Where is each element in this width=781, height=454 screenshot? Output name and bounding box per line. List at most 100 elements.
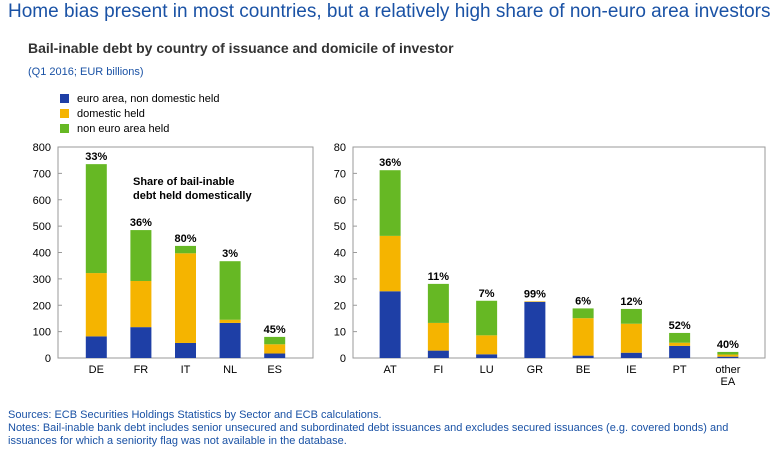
panel-1-ytick-label-0: 0 <box>45 353 51 365</box>
bar-other-ea-non-euro-area-held <box>717 351 739 355</box>
footer: Sources: ECB Securities Holdings Statist… <box>8 409 773 448</box>
bar-fi-domestic-held <box>427 322 449 351</box>
category-label-lu: LU <box>480 364 494 376</box>
footer-notes-line2: issuances for which a seniority flag was… <box>8 435 347 447</box>
bar-nl-euro-area-non-domestic-held <box>219 322 241 358</box>
bar-label-es: 45% <box>264 324 286 336</box>
bar-fr-non-euro-area-held <box>130 230 152 281</box>
bar-label-other-ea: 40% <box>717 339 739 351</box>
bar-label-ie: 12% <box>620 296 642 308</box>
annotation-line-1: Share of bail-inable <box>133 176 234 188</box>
bar-label-fr: 36% <box>130 217 152 229</box>
panel-2-ytick-label-30: 30 <box>334 274 346 286</box>
panel-1-ytick-label-700: 700 <box>33 168 51 180</box>
legend-item-non-euro: non euro area held <box>60 121 219 136</box>
bar-pt-domestic-held <box>669 342 691 346</box>
legend-item-euro-area: euro area, non domestic held <box>60 91 219 106</box>
panel-2-frame <box>352 146 766 359</box>
bar-label-fi: 11% <box>428 271 450 283</box>
bar-label-it: 80% <box>174 233 196 245</box>
bar-label-nl: 3% <box>222 248 238 260</box>
bar-fr-euro-area-non-domestic-held <box>130 327 152 358</box>
bar-label-pt: 52% <box>669 320 691 332</box>
legend-label-domestic: domestic held <box>77 107 145 120</box>
bar-lu-domestic-held <box>476 335 498 355</box>
bar-label-at: 36% <box>379 157 401 169</box>
category-label-be: BE <box>576 364 591 376</box>
legend-swatch-euro-area <box>60 94 69 103</box>
bar-es-euro-area-non-domestic-held <box>264 353 286 358</box>
category-label-nl: NL <box>223 364 237 376</box>
bar-be-euro-area-non-domestic-held <box>572 355 594 358</box>
bar-it-euro-area-non-domestic-held <box>175 342 196 358</box>
category-label-de: DE <box>89 364 104 376</box>
headline: Home bias present in most countries, but… <box>8 1 771 22</box>
bar-label-gr: 99% <box>524 288 546 300</box>
footer-sources: Sources: ECB Securities Holdings Statist… <box>8 409 382 421</box>
bar-it-domestic-held <box>175 253 196 343</box>
panel-2-ytick-label-40: 40 <box>334 248 346 260</box>
bar-be-domestic-held <box>572 318 594 356</box>
bar-lu-non-euro-area-held <box>476 300 498 336</box>
panel-1-ytick-label-300: 300 <box>33 274 51 286</box>
bar-label-lu: 7% <box>479 288 495 300</box>
category-label-gr: GR <box>527 364 544 376</box>
panel-1-ytick-label-500: 500 <box>33 221 51 233</box>
category-label-pt: PT <box>673 364 687 376</box>
bar-fi-non-euro-area-held <box>427 283 449 323</box>
bar-nl-non-euro-area-held <box>219 261 241 320</box>
bar-ie-euro-area-non-domestic-held <box>620 352 642 358</box>
panel-2-ytick-label-60: 60 <box>334 195 346 207</box>
panel-1-ytick-label-200: 200 <box>33 300 51 312</box>
bar-es-non-euro-area-held <box>264 336 286 345</box>
legend-swatch-domestic <box>60 109 69 118</box>
panel-1-ytick-label-100: 100 <box>33 327 51 339</box>
bail-inable-debt-chart: 0 100 200 300 400 500 600 700 800 33% DE 36% FR 80% IT… <box>33 142 766 388</box>
bar-ie-domestic-held <box>620 323 642 353</box>
bar-gr-euro-area-non-domestic-held <box>524 301 546 358</box>
bar-pt-euro-area-non-domestic-held <box>669 345 691 358</box>
category-label-fi: FI <box>433 364 443 376</box>
bar-nl-domestic-held <box>219 319 241 323</box>
legend-label-euro-area: euro area, non domestic held <box>77 92 220 105</box>
bar-es-domestic-held <box>264 344 286 354</box>
category-label-ie: IE <box>626 364 636 376</box>
panel-2-ytick-label-10: 10 <box>334 327 346 339</box>
bar-fi-euro-area-non-domestic-held <box>427 350 449 358</box>
bar-at-domestic-held <box>379 235 401 292</box>
panel-2-ytick-label-80: 80 <box>334 142 346 154</box>
bar-it-non-euro-area-held <box>175 245 196 254</box>
category-label-fr: FR <box>134 364 149 376</box>
panel-2-ytick-label-20: 20 <box>334 300 346 312</box>
bar-de-non-euro-area-held <box>85 164 107 274</box>
bar-be-non-euro-area-held <box>572 308 594 319</box>
legend-item-domestic: domestic held <box>60 106 219 121</box>
bar-other-ea-domestic-held <box>717 354 739 357</box>
bar-lu-euro-area-non-domestic-held <box>476 354 498 358</box>
panel-1-ytick-label-600: 600 <box>33 195 51 207</box>
legend-swatch-non-euro <box>60 124 69 133</box>
panel-1-ytick-label-400: 400 <box>33 248 51 260</box>
legend: euro area, non domestic held domestic he… <box>60 91 219 136</box>
category-label-other-ea-2: EA <box>721 376 736 388</box>
bar-fr-domestic-held <box>130 280 152 328</box>
panel-1-ytick-label-800: 800 <box>33 142 51 154</box>
chart-subtitle: Bail-inable debt by country of issuance … <box>28 40 454 56</box>
units-label: (Q1 2016; EUR billions) <box>28 66 144 78</box>
bar-label-be: 6% <box>575 295 591 307</box>
bar-de-domestic-held <box>85 273 107 337</box>
bar-ie-non-euro-area-held <box>620 308 642 324</box>
footer-notes-line1: Notes: Bail-inable bank debt includes se… <box>8 422 729 434</box>
panel-2-ytick-label-50: 50 <box>334 221 346 233</box>
category-label-at: AT <box>384 364 398 376</box>
category-label-es: ES <box>267 364 282 376</box>
bar-label-de: 33% <box>85 151 107 163</box>
legend-label-non-euro: non euro area held <box>77 122 170 135</box>
panel-2-ytick-label-70: 70 <box>334 168 346 180</box>
category-label-other-ea-1: other <box>715 364 740 376</box>
bar-de-euro-area-non-domestic-held <box>85 336 107 358</box>
category-label-it: IT <box>181 364 191 376</box>
bar-at-euro-area-non-domestic-held <box>379 291 401 358</box>
bar-gr-domestic-held <box>524 301 546 302</box>
annotation-line-2: debt held domestically <box>133 190 252 202</box>
